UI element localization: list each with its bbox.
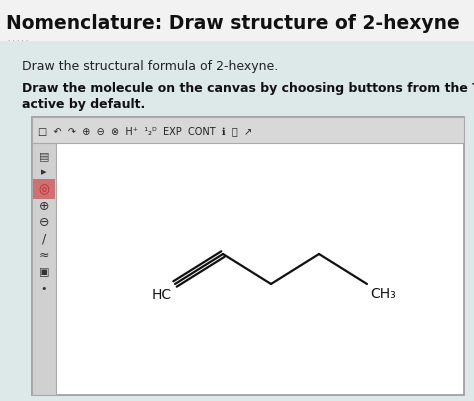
- Text: ▣: ▣: [39, 266, 49, 276]
- Text: /: /: [42, 232, 46, 245]
- Text: ◎: ◎: [38, 183, 49, 196]
- Text: ▸: ▸: [41, 166, 47, 176]
- Text: HC: HC: [152, 287, 172, 301]
- Text: ▤: ▤: [39, 151, 49, 160]
- Text: . . . . .: . . . . .: [8, 36, 28, 42]
- Text: ⊖: ⊖: [39, 216, 49, 229]
- Bar: [32, 118, 464, 395]
- Bar: [0, 0, 474, 42]
- Text: ≈: ≈: [39, 248, 49, 261]
- Text: □  ↶  ↷  ⊕  ⊖  ⊗  H⁺  ¹₂ᴰ  EXP  CONT  ℹ  ❓  ↗: □ ↶ ↷ ⊕ ⊖ ⊗ H⁺ ¹₂ᴰ EXP CONT ℹ ❓ ↗: [38, 126, 252, 136]
- Text: Draw the molecule on the canvas by choosing buttons from the Tools (: Draw the molecule on the canvas by choos…: [22, 82, 474, 95]
- Text: Draw the structural formula of 2-hexyne.: Draw the structural formula of 2-hexyne.: [22, 60, 278, 73]
- Bar: [33, 180, 55, 200]
- Bar: [32, 118, 464, 144]
- Text: ⊕: ⊕: [39, 200, 49, 213]
- Bar: [32, 144, 56, 395]
- Text: Nomenclature: Draw structure of 2-hexyne: Nomenclature: Draw structure of 2-hexyne: [6, 14, 460, 33]
- Text: CH₃: CH₃: [370, 286, 396, 300]
- Text: active by default.: active by default.: [22, 98, 145, 111]
- Bar: [0, 42, 474, 401]
- Text: •: •: [41, 283, 47, 293]
